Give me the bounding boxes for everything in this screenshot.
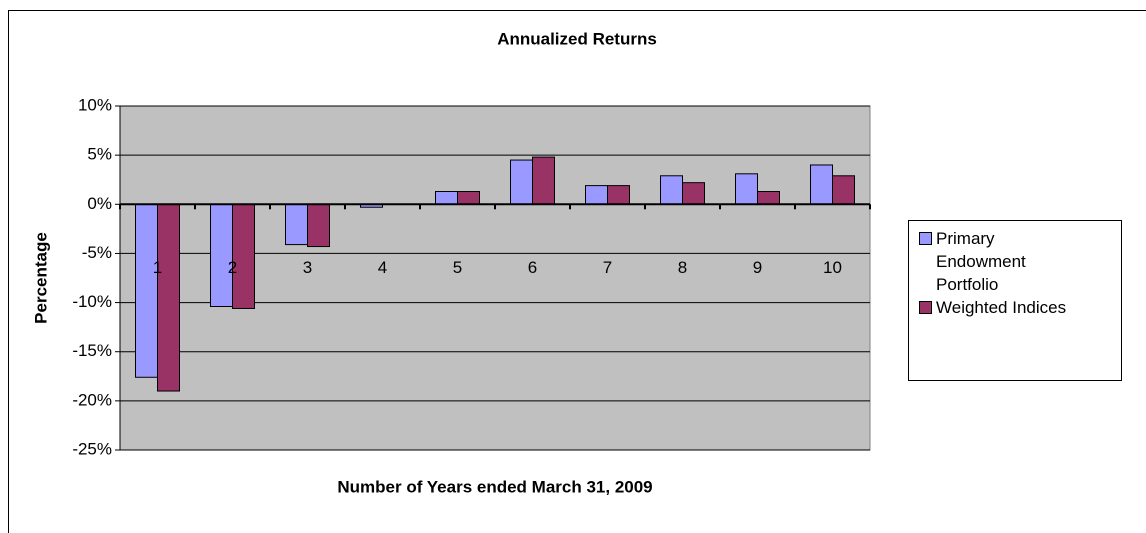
bar xyxy=(435,191,458,205)
legend-label: Primary Endowment Portfolio xyxy=(936,229,1026,294)
x-tick-label: 10 xyxy=(823,258,842,277)
y-tick-label: 0% xyxy=(87,194,112,213)
y-tick-label: -25% xyxy=(72,439,112,458)
bar xyxy=(532,156,555,205)
x-tick-label: 3 xyxy=(303,258,312,277)
bar xyxy=(585,185,608,205)
x-tick-label: 6 xyxy=(528,258,537,277)
bar xyxy=(510,159,533,205)
legend: Primary Endowment Portfolio Weighted Indi… xyxy=(908,220,1122,381)
bar xyxy=(210,203,233,308)
y-tick-label: -5% xyxy=(82,243,112,262)
bar xyxy=(457,191,480,205)
y-tick-label: -10% xyxy=(72,292,112,311)
x-tick-label: 8 xyxy=(678,258,687,277)
chart-title: Annualized Returns xyxy=(497,29,657,48)
bar xyxy=(735,173,758,205)
y-axis-label: Percentage xyxy=(31,232,50,324)
bar xyxy=(832,175,855,205)
legend-entry: Weighted Indices xyxy=(919,296,1121,319)
x-axis-label: Number of Years ended March 31, 2009 xyxy=(337,477,652,496)
x-tick-label: 1 xyxy=(153,258,162,277)
bar xyxy=(307,203,330,248)
x-tick-label: 5 xyxy=(453,258,462,277)
bar xyxy=(682,182,705,205)
bar xyxy=(607,185,630,205)
bar xyxy=(157,203,180,392)
y-tick-label: -15% xyxy=(72,341,112,360)
x-tick-label: 2 xyxy=(228,258,237,277)
y-tick-label: 5% xyxy=(87,145,112,164)
bar xyxy=(285,203,308,246)
x-tick-label: 4 xyxy=(378,258,387,277)
legend-swatch xyxy=(919,232,932,245)
x-tick-label: 7 xyxy=(603,258,612,277)
y-tick-label: 10% xyxy=(78,95,112,114)
bar xyxy=(660,175,683,205)
y-tick-label: -20% xyxy=(72,390,112,409)
x-tick-label: 9 xyxy=(753,258,762,277)
bar xyxy=(810,164,833,205)
legend-swatch xyxy=(919,301,932,314)
legend-entry: Primary Endowment Portfolio xyxy=(919,227,1121,296)
bar xyxy=(232,203,255,309)
legend-label: Weighted Indices xyxy=(936,298,1067,317)
bar xyxy=(757,191,780,205)
bar xyxy=(135,203,158,378)
